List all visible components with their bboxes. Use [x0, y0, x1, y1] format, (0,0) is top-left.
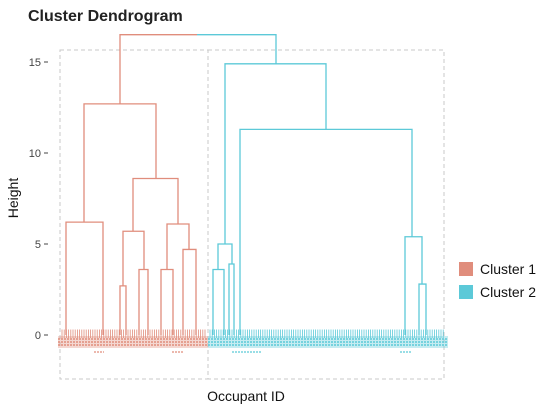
legend-label-cluster-2: Cluster 2 — [480, 284, 536, 300]
dendrogram-link — [418, 283, 427, 335]
dendrogram-link — [160, 268, 174, 335]
legend-swatch-cluster-2 — [459, 285, 473, 299]
dendrogram-link — [122, 230, 145, 286]
root-link-left — [119, 34, 197, 104]
root-link-right — [197, 34, 277, 64]
cluster-2-box — [207, 49, 445, 380]
dendrogram-link — [138, 268, 149, 335]
dendrogram-link — [228, 263, 235, 335]
dendrogram-link — [404, 236, 423, 335]
dendrogram-link — [212, 268, 225, 335]
legend-label-cluster-1: Cluster 1 — [480, 261, 536, 277]
dendrogram-link — [119, 285, 127, 335]
dendrogram-link — [217, 243, 233, 270]
legend: Cluster 1 Cluster 2 — [459, 261, 536, 300]
x-axis-label: Occupant ID — [207, 388, 285, 404]
legend-swatch-cluster-1 — [459, 262, 473, 276]
y-tick-label: 0 — [35, 330, 41, 342]
y-axis: 0 5 10 15 Height — [5, 57, 48, 342]
cluster-1-subtree-a — [65, 221, 104, 335]
y-tick-label: 5 — [35, 239, 41, 251]
dendrogram-link — [239, 128, 413, 335]
dendrogram-link — [182, 248, 197, 335]
cluster-1-box — [59, 49, 209, 380]
cluster-boxes — [59, 49, 445, 380]
y-tick-label: 10 — [29, 148, 41, 160]
leaf-labels — [58, 329, 448, 353]
dendrogram-link — [166, 223, 190, 270]
chart-title: Cluster Dendrogram — [28, 8, 183, 25]
y-axis-label: Height — [5, 178, 21, 219]
y-tick-label: 15 — [29, 57, 41, 69]
dendrogram-branches — [65, 34, 427, 335]
cluster-1-top-link — [83, 103, 157, 223]
